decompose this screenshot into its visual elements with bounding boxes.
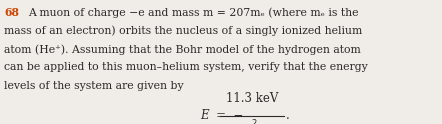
Text: A muon of charge −e and mass m = 207mₑ (where mₑ is the: A muon of charge −e and mass m = 207mₑ (… xyxy=(28,7,358,18)
Text: can be applied to this muon–helium system, verify that the energy: can be applied to this muon–helium syste… xyxy=(4,62,368,73)
Text: levels of the system are given by: levels of the system are given by xyxy=(4,81,183,91)
Text: 68: 68 xyxy=(4,7,19,18)
Text: mass of an electron) orbits the nucleus of a singly ionized helium: mass of an electron) orbits the nucleus … xyxy=(4,26,362,36)
Text: .: . xyxy=(286,109,290,122)
Text: $\it{n}^2$: $\it{n}^2$ xyxy=(243,119,257,124)
Text: E  =  −: E = − xyxy=(200,109,243,122)
Text: atom (He⁺). Assuming that the Bohr model of the hydrogen atom: atom (He⁺). Assuming that the Bohr model… xyxy=(4,44,361,55)
Text: 11.3 keV: 11.3 keV xyxy=(226,93,278,106)
